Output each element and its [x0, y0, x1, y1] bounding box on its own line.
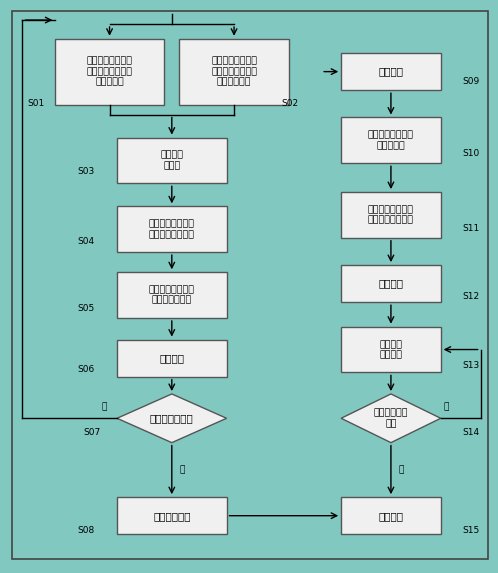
- FancyBboxPatch shape: [341, 265, 441, 303]
- FancyBboxPatch shape: [117, 138, 227, 183]
- Text: 信息是否显示
成功: 信息是否显示 成功: [374, 409, 408, 428]
- Text: 判断超标区域和污
染物的属性: 判断超标区域和污 染物的属性: [368, 131, 414, 150]
- Text: 是否超过阈值？: 是否超过阈值？: [150, 413, 194, 423]
- Text: S05: S05: [77, 304, 95, 313]
- FancyBboxPatch shape: [117, 497, 227, 534]
- FancyBboxPatch shape: [55, 39, 164, 104]
- Text: 否: 否: [102, 402, 107, 411]
- Text: S13: S13: [462, 361, 480, 370]
- FancyBboxPatch shape: [341, 327, 441, 372]
- FancyBboxPatch shape: [341, 497, 441, 534]
- Text: 信息发布: 信息发布: [159, 353, 184, 363]
- Text: 是: 是: [398, 465, 404, 474]
- FancyBboxPatch shape: [341, 117, 441, 163]
- Text: 区域内机动车气态
污染物排放评估: 区域内机动车气态 污染物排放评估: [149, 285, 195, 305]
- Text: 获取空间坐标: 获取空间坐标: [153, 511, 191, 521]
- FancyBboxPatch shape: [117, 339, 227, 377]
- Text: S02: S02: [281, 99, 298, 108]
- FancyBboxPatch shape: [341, 53, 441, 90]
- Text: 应急措施: 应急措施: [378, 278, 403, 289]
- Polygon shape: [117, 394, 227, 442]
- Text: 信息发布
通信接口: 信息发布 通信接口: [379, 340, 402, 359]
- FancyBboxPatch shape: [117, 206, 227, 252]
- Text: 否: 否: [443, 402, 449, 411]
- Text: S10: S10: [462, 149, 480, 158]
- Text: S14: S14: [462, 428, 479, 437]
- Text: S11: S11: [462, 223, 480, 233]
- Text: S15: S15: [462, 525, 480, 535]
- FancyBboxPatch shape: [117, 272, 227, 318]
- Text: S08: S08: [77, 525, 95, 535]
- Text: 警示开始: 警示开始: [378, 66, 403, 77]
- Text: S01: S01: [27, 99, 45, 108]
- Text: 高速公路出入口机
动车气态污染物排
放信息采集: 高速公路出入口机 动车气态污染物排 放信息采集: [87, 57, 132, 87]
- Text: 结束警示: 结束警示: [378, 511, 403, 521]
- Text: 显示气态污染物排
放超标的区域信息: 显示气态污染物排 放超标的区域信息: [368, 205, 414, 225]
- Text: 是: 是: [179, 465, 185, 474]
- FancyBboxPatch shape: [179, 39, 289, 104]
- Text: 获取机动车气态污
染物排放标准阈值: 获取机动车气态污 染物排放标准阈值: [149, 219, 195, 239]
- Text: S09: S09: [462, 77, 480, 86]
- Text: S12: S12: [462, 292, 479, 301]
- Text: S04: S04: [77, 237, 94, 246]
- Text: S03: S03: [77, 167, 95, 176]
- FancyBboxPatch shape: [341, 192, 441, 238]
- Polygon shape: [341, 394, 441, 442]
- Text: 数据转换
预处理: 数据转换 预处理: [160, 151, 183, 170]
- Text: S07: S07: [84, 428, 101, 437]
- Text: S06: S06: [77, 365, 95, 374]
- Text: 高速公路常速路段
机动车气态污染物
排放信息采集: 高速公路常速路段 机动车气态污染物 排放信息采集: [211, 57, 257, 87]
